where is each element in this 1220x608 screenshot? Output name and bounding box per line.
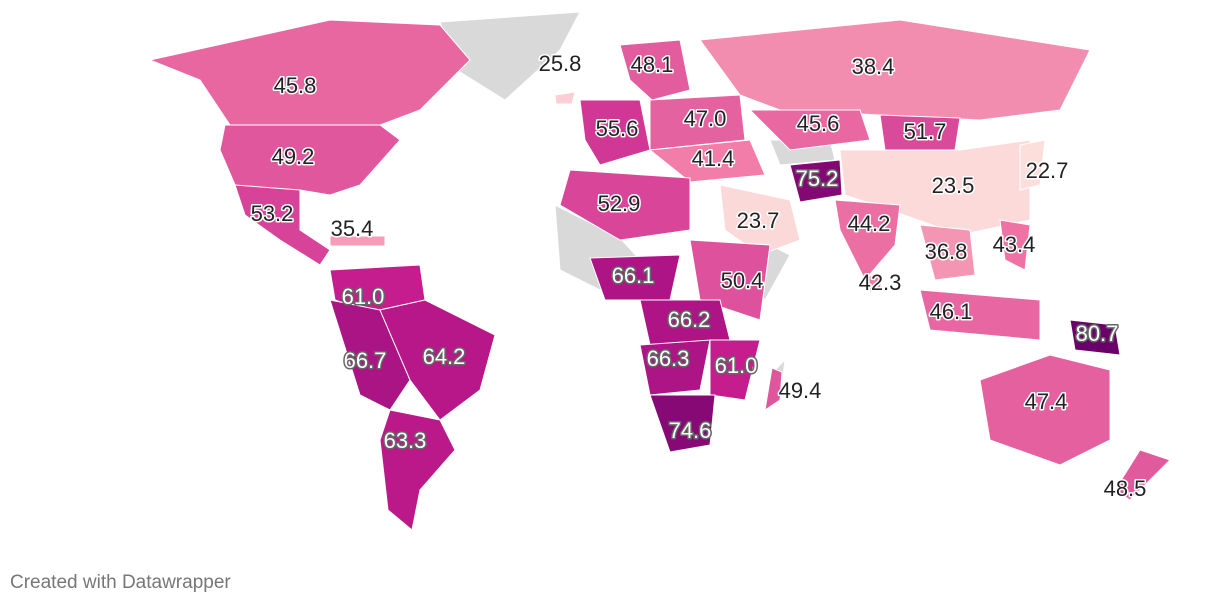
region	[919, 289, 1041, 341]
region	[764, 367, 783, 412]
region-label: 66.7	[344, 348, 387, 373]
region-label: 45.6	[797, 111, 840, 136]
region	[219, 124, 401, 201]
region	[919, 224, 976, 281]
region	[649, 394, 716, 453]
region	[234, 184, 331, 266]
region	[329, 299, 411, 411]
region-label: 25.8	[539, 51, 582, 76]
region	[867, 275, 883, 293]
region	[979, 354, 1111, 466]
footer: Created with Datawrapper	[10, 572, 231, 593]
region-label: 80.7	[1076, 321, 1119, 346]
region-label: 46.1	[930, 299, 973, 324]
region	[559, 169, 691, 241]
labels: 45.8 49.2 53.2 35.4 61.0 66.7 64.2 63.3 25.8 48.1…	[249, 49, 1148, 502]
region-label: 61.0	[342, 284, 385, 309]
region-label: 55.6	[596, 116, 639, 141]
region-label: 48.1	[631, 52, 674, 77]
region-label: 53.2	[251, 201, 294, 226]
region	[709, 339, 761, 401]
region	[329, 235, 386, 247]
region-label: 52.9	[598, 191, 641, 216]
region-label: 66.1	[612, 263, 655, 288]
region	[379, 409, 456, 531]
region-label: 47.4	[1025, 389, 1068, 414]
region	[579, 99, 651, 166]
region-label: 23.7	[737, 208, 780, 233]
region	[699, 19, 1091, 121]
region	[639, 339, 711, 396]
region	[789, 159, 843, 203]
world-map: 45.8 49.2 53.2 35.4 61.0 66.7 64.2 63.3 25.8 48.1…	[148, 11, 1171, 531]
region	[839, 139, 1031, 236]
region-label: 44.2	[848, 211, 891, 236]
region-label: 47.0	[684, 106, 727, 131]
region-label: 51.7	[904, 119, 947, 144]
region	[1019, 139, 1046, 191]
region	[1069, 319, 1121, 356]
region-label: 41.4	[692, 146, 735, 171]
region	[554, 91, 576, 105]
region-label: 23.5	[932, 173, 975, 198]
region-label: 35.4	[331, 216, 374, 241]
region-label: 43.4	[993, 232, 1036, 257]
region	[619, 39, 691, 101]
region	[719, 184, 801, 256]
region-label: 50.4	[721, 268, 764, 293]
region	[999, 219, 1031, 271]
region	[379, 299, 496, 421]
region	[748, 109, 871, 151]
region-label: 74.6	[669, 418, 712, 443]
region-label: 36.8	[925, 239, 968, 264]
region-label: 61.0	[715, 353, 758, 378]
region-label: 42.3	[859, 270, 902, 295]
region-label: 48.5	[1104, 476, 1147, 501]
region	[148, 19, 471, 126]
region-label: 63.3	[384, 428, 427, 453]
region-label: 22.7	[1026, 158, 1069, 183]
region-label: 45.8	[274, 73, 317, 98]
region-label: 75.2	[796, 166, 839, 191]
region-label: 38.4	[852, 54, 895, 79]
region	[648, 139, 766, 183]
region-label: 49.2	[272, 144, 315, 169]
region	[834, 199, 901, 281]
region-label: 49.4	[779, 378, 822, 403]
region-label: 66.3	[647, 346, 690, 371]
region-label: 66.2	[668, 307, 711, 332]
region-label: 64.2	[423, 344, 466, 369]
shapes	[148, 11, 1171, 531]
region	[1114, 449, 1171, 501]
